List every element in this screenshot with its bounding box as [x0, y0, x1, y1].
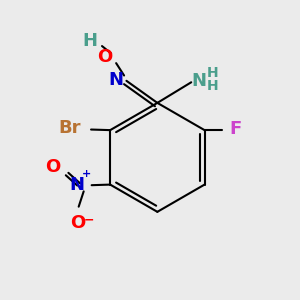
Text: H: H: [206, 66, 218, 80]
Text: Br: Br: [59, 119, 81, 137]
Text: −: −: [84, 213, 94, 226]
Text: F: F: [230, 120, 242, 138]
Text: O: O: [46, 158, 61, 176]
Text: N: N: [192, 72, 207, 90]
Text: +: +: [82, 169, 91, 179]
Text: H: H: [82, 32, 97, 50]
Text: N: N: [108, 71, 123, 89]
Text: O: O: [70, 214, 85, 232]
Text: H: H: [206, 79, 218, 93]
Text: N: N: [69, 176, 84, 194]
Text: O: O: [97, 48, 112, 66]
